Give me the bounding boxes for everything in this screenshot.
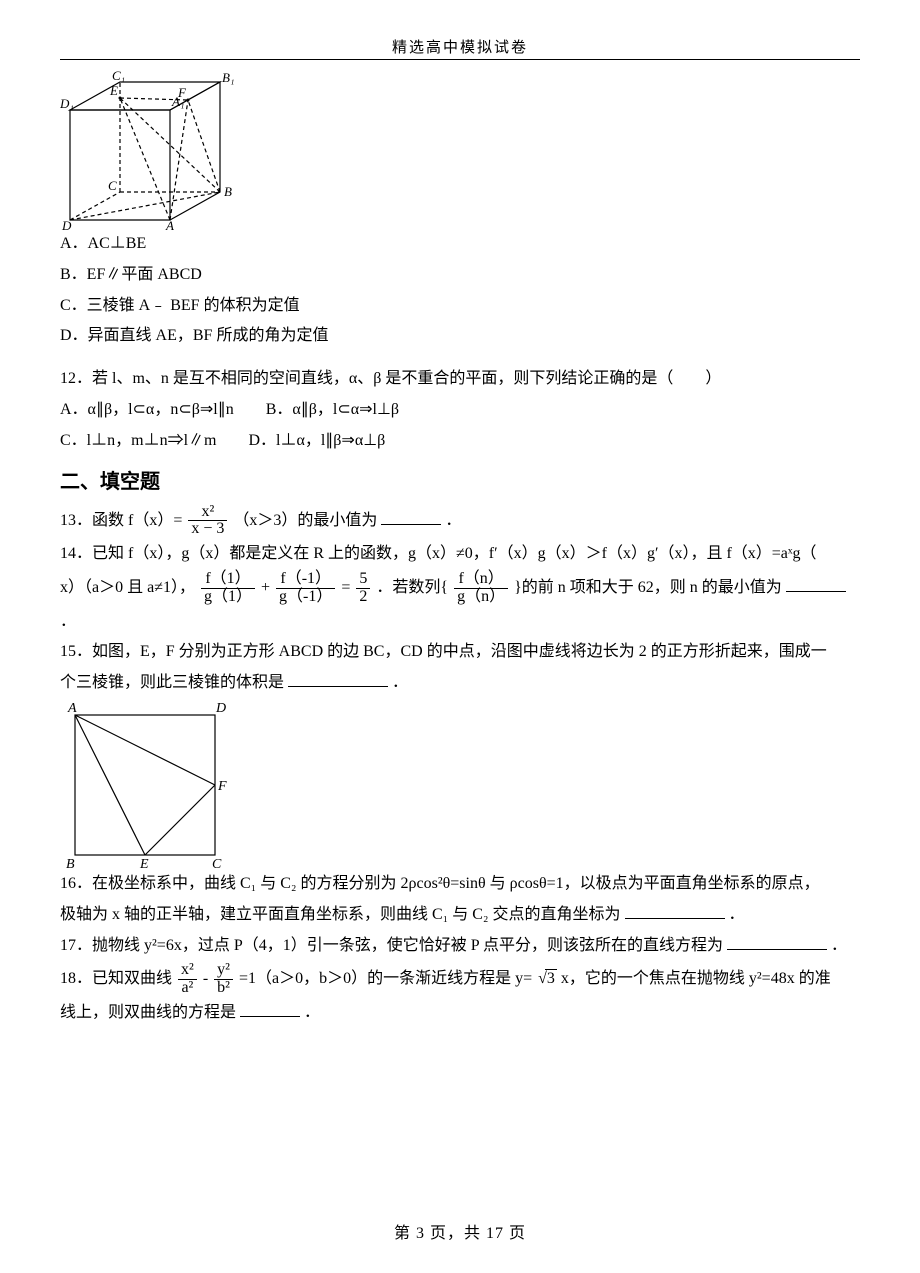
q14-line1: 14．已知 f（x），g（x）都是定义在 R 上的函数，g（x）≠0，f′（x）… [60,540,860,569]
label-A: A [165,218,174,230]
q17: 17．抛物线 y²=6x，过点 P（4，1）引一条弦，使它恰好被 P 点平分，则… [60,932,860,961]
q17-blank [727,933,827,950]
q16-blank [625,902,725,919]
sq-label-E: E [139,857,149,870]
q15-line1: 15．如图，E，F 分别为正方形 ABCD 的边 BC，CD 的中点，沿图中虚线… [60,638,860,667]
q18-blank [240,1000,300,1017]
q14-frac3: 5 2 [356,571,370,606]
q18-line1: 18．已知双曲线 x² a² - y² b² =1（a＞0，b＞0）的一条渐近线… [60,962,860,997]
q18-frac-x: x² a² [178,962,197,997]
header-rule [60,59,860,60]
page-footer: 第 3 页，共 17 页 [0,1219,920,1243]
sq-label-B: B [66,857,75,870]
q15-line2: 个三棱锥，则此三棱锥的体积是 ． [60,669,860,698]
sq-label-F: F [217,779,227,794]
q18-frac-y: y² b² [214,962,233,997]
q13-fraction: x² x − 3 [188,504,227,539]
q12-line-CD: C．l⊥n，m⊥n⇒l∥m D．l⊥α，l∥β⇒α⊥β [60,427,860,456]
label-F: F [177,85,187,100]
q11-option-D: D．异面直线 AE，BF 所成的角为定值 [60,322,860,351]
q13-prefix: 13．函数 f（x）= [60,512,182,529]
section-2-title: 二、填空题 [60,464,860,500]
q13-blank [381,508,441,525]
square-diagram: A D B C E F [60,700,230,870]
q11-option-A: A．AC⊥BE [60,230,860,259]
label-C1: C₁ [112,70,125,83]
q12-stem: 12．若 l、m、n 是互不相同的空间直线，α、β 是不重合的平面，则下列结论正… [60,365,860,394]
q14-frac4: f（n） g（n） [454,571,508,606]
q14-frac2: f（-1） g（-1） [276,571,335,606]
sq-label-D: D [215,701,226,716]
content: D₁ C₁ B₁ A₁ E F C B D A A．AC⊥BE B．EF∥平面 … [60,70,860,1028]
q13-end: ． [445,512,461,529]
q18-sqrt: 3 [536,965,557,994]
footer-page-total: 17 [486,1225,504,1242]
label-B1: B₁ [222,70,234,85]
label-D1: D₁ [60,96,74,111]
page-header-title: 精选高中模拟试卷 [60,36,860,57]
footer-page-num: 3 [416,1225,425,1242]
q14-line2: x）（a＞0 且 a≠1）， f（1） g（1） + f（-1） g（-1） =… [60,571,860,606]
page: 精选高中模拟试卷 [0,0,920,1273]
q11-option-C: C．三棱锥 A﹣ BEF 的体积为定值 [60,292,860,321]
q12-line-AB: A．α∥β，l⊂α，n⊂β⇒l∥n B．α∥β，l⊂α⇒l⊥β [60,396,860,425]
label-B: B [224,184,232,199]
label-C: C [108,178,117,193]
q14-end: ． [60,608,860,637]
sq-label-A: A [67,701,77,716]
q14-frac1: f（1） g（1） [201,571,255,606]
q13: 13．函数 f（x）= x² x − 3 （x＞3）的最小值为 ． [60,504,860,539]
q11-option-B: B．EF∥平面 ABCD [60,261,860,290]
label-D: D [61,218,72,230]
q16-line1: 16．在极坐标系中，曲线 C₁ 与 C₂ 的方程分别为 2ρcos²θ=sinθ… [60,870,860,899]
q15-blank [288,670,388,687]
q14-blank [786,575,846,592]
q18-line2: 线上，则双曲线的方程是 ． [60,999,860,1028]
cube-diagram: D₁ C₁ B₁ A₁ E F C B D A [60,70,240,230]
sq-label-C: C [212,857,222,870]
q13-suffix: （x＞3）的最小值为 [233,512,377,529]
label-E: E [109,83,118,98]
q16-line2: 极轴为 x 轴的正半轴，建立平面直角坐标系，则曲线 C₁ 与 C₂ 交点的直角坐… [60,901,860,930]
